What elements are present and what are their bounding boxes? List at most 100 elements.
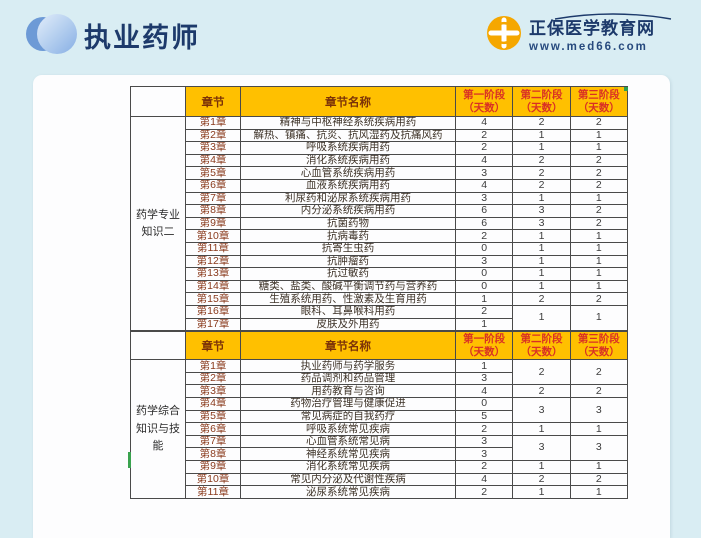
days-cell: 4 [454,153,514,168]
days-cell: 1 [569,141,628,155]
days-cell: 3 [454,191,514,206]
days-cell: 1 [569,460,628,474]
chapter-cell: 第9章 [185,216,241,231]
days-cell: 2 [512,116,571,130]
table-row: 药学专业知识二 第1章 精神与中枢神经系统疾病用药 4 2 2 [130,115,628,332]
table-row: 第3章 呼吸系统疾病用药 2 1 1 [131,141,628,155]
days-cell: 1 [512,422,571,436]
chapter-cell: 第8章 [185,204,241,218]
table-row: 第12章 抗肿瘤药 3 1 1 [131,254,628,269]
column-header: 章节 [185,331,241,361]
table-row: 第7章 利尿药和泌尿系统疾病用药 3 1 1 [131,191,628,206]
table-header-row: 章节 章节名称 第一阶段 （天数） 第二阶段 （天数） 第三阶段 （天数） [130,331,628,361]
med66-logo[interactable]: 正保医学教育网 www.med66.com [486,13,673,53]
chapter-cell: 第5章 [185,166,241,180]
chapter-name-cell: 消化系统疾病用药 [240,153,456,168]
days-cell: 1 [512,229,571,243]
table-row: 第13章 抗过敏药 0 1 1 [131,267,628,281]
days-cell: 2 [454,229,514,243]
chapter-cell: 第14章 [185,279,241,294]
days-cell: 2 [454,141,514,155]
table-comprehensive-skills: 章节 章节名称 第一阶段 （天数） 第二阶段 （天数） 第三阶段 （天数） 药学综合知识与… [130,331,628,499]
days-cell: 1 [569,422,628,436]
days-cell: 2 [569,216,628,231]
site-name: 正保医学教育网 [529,19,655,38]
table-row: 第15章 生殖系统用药、性激素及生育用药 1 2 2 [131,292,628,306]
chapter-name-cell: 糖类、盐类、酸碱平衡调节药与营养药 [240,279,456,294]
column-header: 第三阶段 （天数） [569,331,628,361]
table-row: 第11章 泌尿系统常见疾病 2 1 1 [131,485,628,499]
chapter-cell: 第13章 [185,267,241,281]
table-row: 第10章 常见内分泌及代谢性疾病 4 2 2 [131,472,628,487]
days-cell: 3 [512,204,571,218]
days-cell: 0 [454,267,514,281]
days-cell: 3 [454,166,514,180]
med66-cross-icon [487,15,521,50]
table-row: 第10章 抗病毒药 2 1 1 [131,229,628,243]
chapter-cell: 第8章 [185,447,241,462]
chapter-name-cell: 心血管系统疾病用药 [240,166,456,180]
table-row: 第8章 内分泌系统疾病用药 6 3 2 [131,204,628,218]
chapter-name-cell: 药物治疗管理与健康促进 [240,397,456,411]
days-cell: 2 [569,204,628,218]
table-row: 药学综合知识与技能 第1章 执业药师与药学服务 1 2 2 [130,359,628,499]
table-pharmacy-knowledge-2: 章节 章节名称 第一阶段 （天数） 第二阶段 （天数） 第三阶段 （天数） 药学专业知识二… [130,86,628,332]
logo-arc-decoration [554,13,672,20]
column-header: 第一阶段 （天数） [454,86,514,117]
days-cell: 3 [512,434,571,462]
table-row: 第8章 神经系统常见疾病 3 [131,447,628,462]
column-header: 章节名称 [240,331,456,361]
days-cell: 2 [512,153,571,168]
days-cell: 1 [512,267,571,281]
subject-group-label: 药学专业知识二 [130,115,186,332]
chapter-name-cell: 皮肤及外用药 [240,317,456,332]
brand-circle-light [37,14,77,54]
days-cell: 3 [454,371,514,386]
chapter-cell: 第7章 [185,191,241,206]
table-row: 第11章 抗寄生虫药 0 1 1 [131,241,628,256]
days-cell: 1 [569,485,628,499]
chapter-cell: 第11章 [185,241,241,256]
site-url-link[interactable]: www.med66.com [529,40,648,53]
days-cell: 1 [569,191,628,206]
column-header: 第二阶段 （天数） [512,86,571,117]
chapter-cell: 第1章 [185,116,241,130]
chapter-name-cell: 消化系统常见疾病 [240,460,456,474]
column-header: 第三阶段 （天数） [569,86,628,117]
table-row: 第6章 呼吸系统常见疾病 2 1 1 [131,422,628,436]
chapter-name-cell: 常见内分泌及代谢性疾病 [240,472,456,487]
days-cell: 1 [569,267,628,281]
days-cell: 1 [569,279,628,294]
table-row: 第17章 皮肤及外用药 1 [131,317,628,332]
days-cell: 2 [454,485,514,499]
days-cell: 3 [454,447,514,462]
study-plan-tables: 章节 章节名称 第一阶段 （天数） 第二阶段 （天数） 第三阶段 （天数） 药学专业知识二… [128,86,628,499]
days-cell: 3 [454,254,514,269]
sheet-green-marker [624,87,628,91]
top-brand-bar: 执业药师 正保医学教育网 www.med66.com [0,0,701,75]
days-cell: 2 [512,472,571,487]
chapter-cell: 第2章 [185,128,241,143]
chapter-cell: 第4章 [185,153,241,168]
subject-group-label: 药学综合知识与技能 [130,359,186,499]
days-cell: 3 [569,397,628,424]
chapter-name-cell: 抗肿瘤药 [240,254,456,269]
days-cell: 1 [512,128,571,143]
chapter-cell: 第7章 [185,434,241,449]
days-cell: 1 [512,485,571,499]
days-cell: 2 [512,178,571,193]
chapter-cell: 第1章 [185,359,241,373]
days-cell: 4 [454,116,514,130]
days-cell: 0 [454,241,514,256]
chapter-name-cell: 生殖系统用药、性激素及生育用药 [240,292,456,306]
days-cell: 1 [454,292,514,306]
chapter-name-cell: 抗病毒药 [240,229,456,243]
days-cell: 2 [569,153,628,168]
days-cell: 1 [512,141,571,155]
table-row: 第6章 血液系统疾病用药 4 2 2 [131,178,628,193]
chapter-name-cell: 抗过敏药 [240,267,456,281]
page-title: 执业药师 [84,22,200,53]
days-cell: 1 [512,241,571,256]
table-row: 第5章 常见病症的自我药疗 5 [131,409,628,424]
days-cell: 2 [569,292,628,306]
